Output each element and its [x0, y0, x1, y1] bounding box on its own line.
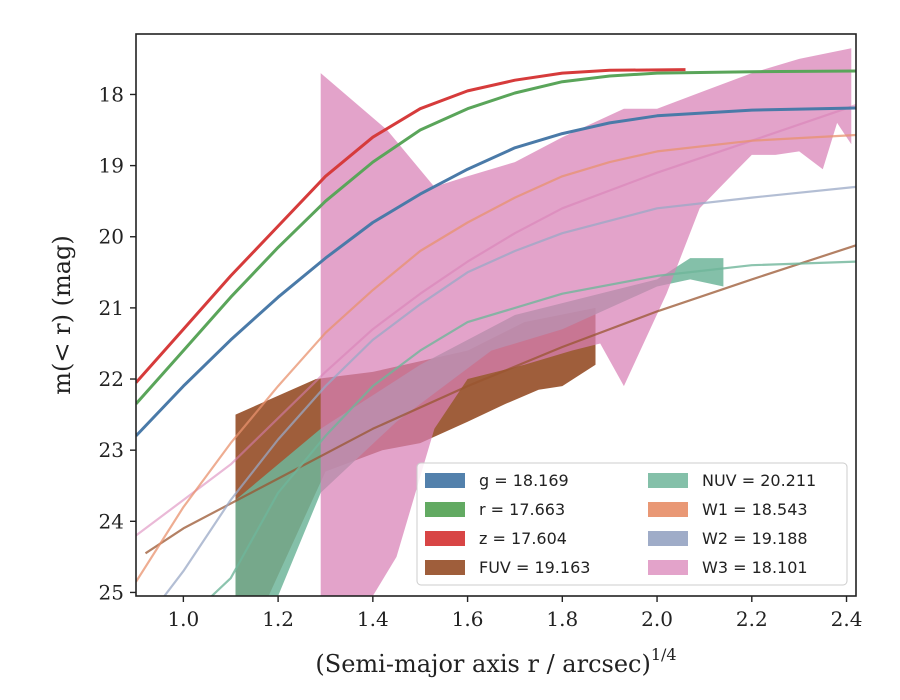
legend-swatch [648, 502, 688, 517]
x-tick-label: 1.8 [546, 607, 578, 631]
y-tick-label: 18 [99, 82, 124, 106]
x-axis-label-main: (Semi-major axis r / arcsec) [315, 650, 650, 678]
legend-swatch [648, 560, 688, 575]
legend-swatch [425, 473, 465, 488]
legend-swatch [425, 502, 465, 517]
x-axis: 1.0 1.2 1.4 1.6 1.8 2.0 2.2 2.4 [167, 596, 862, 631]
legend-swatch [425, 560, 465, 575]
legend-item-z: z = 17.604 [425, 529, 567, 548]
x-tick-label: 1.6 [452, 607, 484, 631]
legend: g = 18.169 r = 17.663 z = 17.604 FUV = 19.1… [416, 462, 848, 586]
x-axis-label: (Semi-major axis r / arcsec)1/4 [315, 645, 676, 678]
x-tick-label: 2.4 [831, 607, 863, 631]
y-tick-label: 24 [99, 509, 124, 533]
legend-label: FUV = 19.163 [479, 558, 590, 577]
legend-item-g: g = 18.169 [425, 471, 569, 490]
legend-swatch [425, 531, 465, 546]
y-tick-label: 19 [99, 154, 124, 178]
y-tick-label: 25 [99, 580, 124, 604]
x-tick-label: 1.2 [262, 607, 294, 631]
plot-frame [135, 33, 857, 597]
x-tick-label: 1.4 [357, 607, 389, 631]
x-tick-label: 2.0 [641, 607, 673, 631]
legend-label: W3 = 18.101 [702, 558, 808, 577]
y-tick-label: 20 [99, 225, 124, 249]
legend-item-fuv: FUV = 19.163 [425, 558, 590, 577]
y-axis-label: m(< r) (mag) [48, 235, 76, 394]
curve-fuv [144, 244, 856, 555]
legend-item-w2: W2 = 19.188 [648, 529, 808, 548]
legend-label: NUV = 20.211 [702, 471, 816, 490]
legend-label: g = 18.169 [479, 471, 569, 490]
y-axis: 18 19 20 21 22 23 24 25 [99, 82, 136, 604]
legend-label: W1 = 18.543 [702, 500, 808, 519]
curve-w3 [136, 104, 856, 537]
legend-label: W2 = 19.188 [702, 529, 808, 548]
legend-item-w1: W1 = 18.543 [648, 500, 808, 519]
y-tick-label: 23 [99, 438, 124, 462]
legend-item-w3: W3 = 18.101 [648, 558, 808, 577]
curve-w1 [136, 133, 856, 583]
legend-label: z = 17.604 [479, 529, 567, 548]
x-tick-label: 1.0 [167, 607, 199, 631]
legend-item-nuv: NUV = 20.211 [648, 471, 816, 490]
legend-swatch [648, 531, 688, 546]
y-tick-label: 22 [99, 367, 124, 391]
x-tick-label: 2.2 [736, 607, 768, 631]
curve-w2 [163, 185, 856, 596]
x-axis-label-superscript: 1/4 [651, 645, 677, 664]
y-tick-label: 21 [99, 296, 124, 320]
curve-g [136, 106, 856, 437]
band-w3 [320, 48, 852, 596]
curve-r [136, 69, 856, 405]
legend-item-r: r = 17.663 [425, 500, 565, 519]
curve-z [136, 68, 686, 384]
legend-box [416, 462, 848, 586]
legend-label: r = 17.663 [479, 500, 565, 519]
curves-layer [136, 68, 856, 596]
curve-nuv [211, 260, 856, 596]
legend-swatch [648, 473, 688, 488]
